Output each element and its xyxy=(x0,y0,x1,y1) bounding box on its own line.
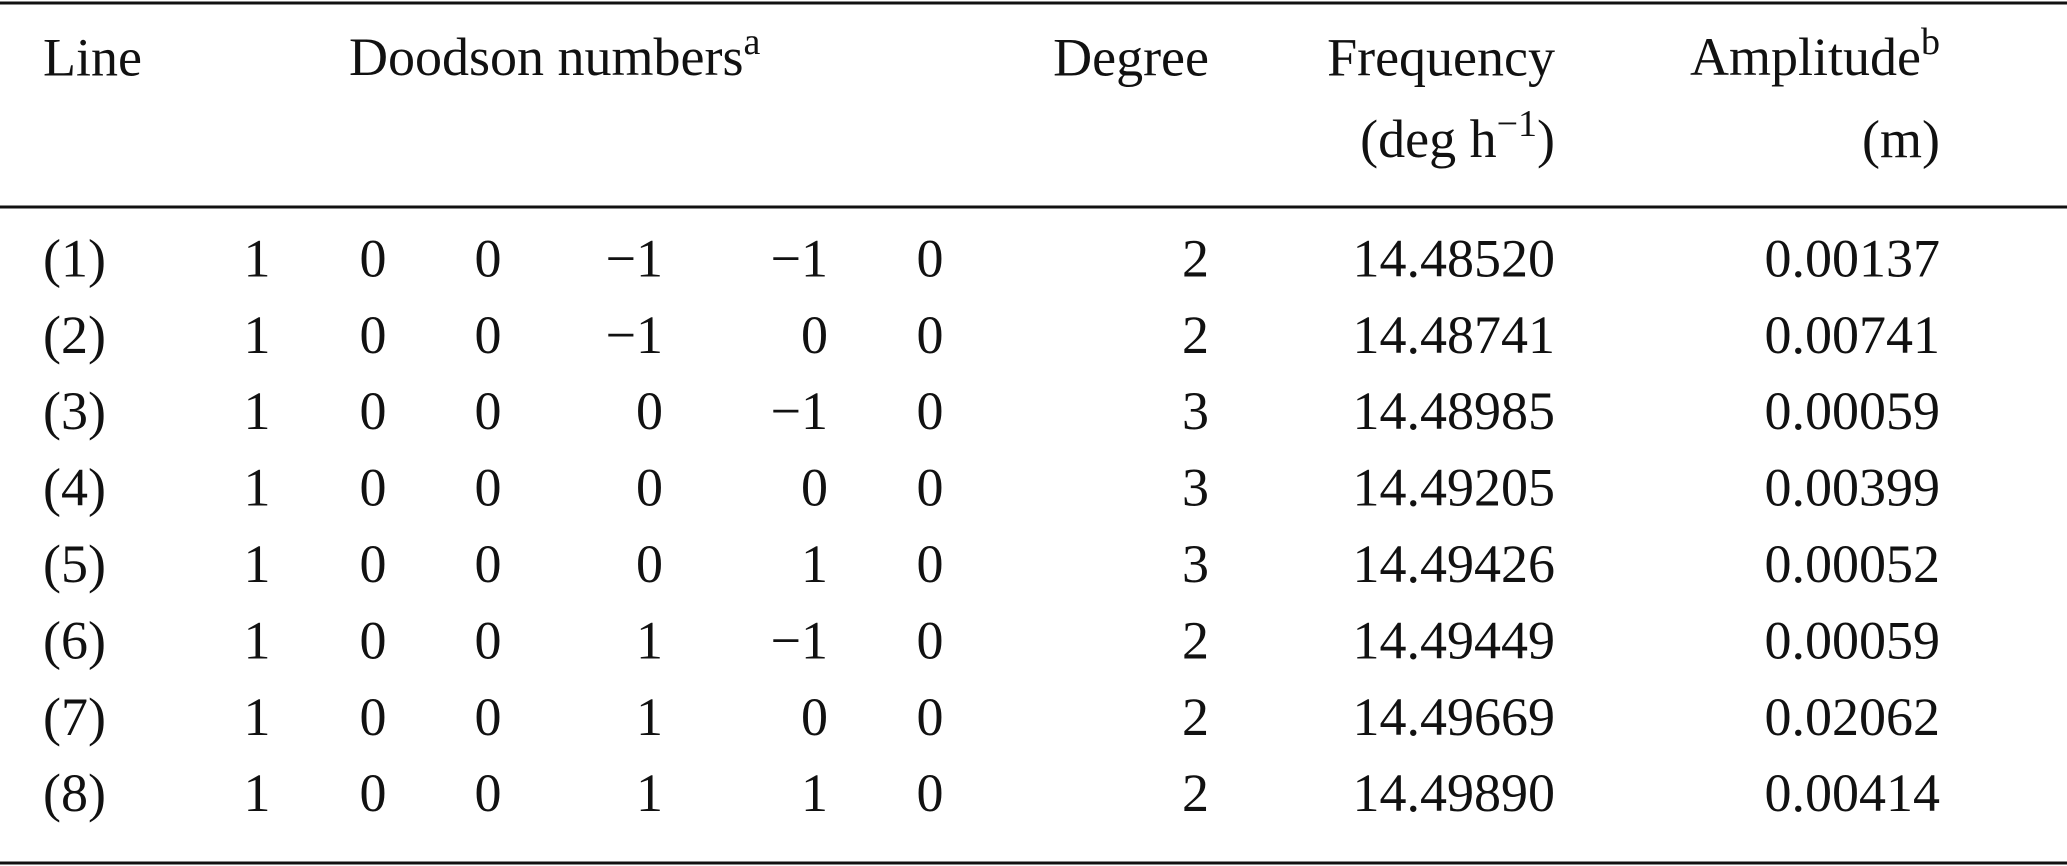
doodson-cell: −1 xyxy=(771,610,828,670)
doodson-cell: −1 xyxy=(771,381,828,441)
frequency-cell: 14.49669 xyxy=(1353,687,1556,747)
doodson-cell: 0 xyxy=(475,763,502,823)
amplitude-cell: 0.00052 xyxy=(1765,534,1941,594)
degree-cell: 2 xyxy=(1182,763,1209,823)
unit-part: (deg h xyxy=(1360,109,1496,169)
doodson-cell: 0 xyxy=(475,458,502,518)
amplitude-cell: 0.00137 xyxy=(1765,228,1941,288)
doodson-cell: 0 xyxy=(360,381,387,441)
doodson-cell: 0 xyxy=(917,305,944,365)
frequency-cell: 14.49426 xyxy=(1353,534,1556,594)
doodson-cell: 1 xyxy=(244,610,271,670)
doodson-cell: 0 xyxy=(475,381,502,441)
doodson-cell: 1 xyxy=(244,534,271,594)
line-cell: (1) xyxy=(43,228,106,288)
amplitude-cell: 0.00399 xyxy=(1765,458,1941,518)
footnote-mark: b xyxy=(1921,21,1940,63)
header-frequency-unit: (deg h−1) xyxy=(1360,103,1555,170)
doodson-cell: 0 xyxy=(360,534,387,594)
line-cell: (8) xyxy=(43,763,106,823)
doodson-cell: 0 xyxy=(917,687,944,747)
doodson-cell: 0 xyxy=(801,458,828,518)
header-degree: Degree xyxy=(1053,27,1209,87)
frequency-cell: 14.48520 xyxy=(1353,228,1556,288)
amplitude-cell: 0.00414 xyxy=(1765,763,1941,823)
frequency-cell: 14.49449 xyxy=(1353,610,1556,670)
doodson-cell: 0 xyxy=(360,763,387,823)
footnote-mark: a xyxy=(743,21,760,63)
doodson-cell: 1 xyxy=(244,458,271,518)
doodson-cell: 1 xyxy=(636,687,663,747)
doodson-cell: 0 xyxy=(917,228,944,288)
doodson-cell: 0 xyxy=(360,458,387,518)
header-doodson-text: Doodson numbers xyxy=(349,27,743,87)
frequency-cell: 14.49205 xyxy=(1353,458,1556,518)
doodson-cell: 0 xyxy=(475,305,502,365)
frequency-cell: 14.48985 xyxy=(1353,381,1556,441)
doodson-cell: 0 xyxy=(636,381,663,441)
doodson-cell: 0 xyxy=(917,458,944,518)
degree-cell: 3 xyxy=(1182,534,1209,594)
degree-cell: 2 xyxy=(1182,687,1209,747)
frequency-cell: 14.48741 xyxy=(1353,305,1556,365)
doodson-cell: 0 xyxy=(917,763,944,823)
doodson-cell: 0 xyxy=(360,305,387,365)
doodson-cell: 0 xyxy=(636,458,663,518)
doodson-cell: 0 xyxy=(917,610,944,670)
line-cell: (6) xyxy=(43,610,106,670)
doodson-cell: 0 xyxy=(636,534,663,594)
frequency-cell: 14.49890 xyxy=(1353,763,1556,823)
amplitude-cell: 0.02062 xyxy=(1765,687,1941,747)
doodson-cell: 1 xyxy=(244,228,271,288)
doodson-cell: 1 xyxy=(636,610,663,670)
line-cell: (5) xyxy=(43,534,106,594)
header-doodson: Doodson numbersa xyxy=(349,21,760,88)
degree-cell: 3 xyxy=(1182,381,1209,441)
doodson-cell: −1 xyxy=(606,305,663,365)
doodson-cell: 0 xyxy=(475,687,502,747)
amplitude-cell: 0.00741 xyxy=(1765,305,1941,365)
doodson-cell: 1 xyxy=(244,763,271,823)
doodson-cell: 0 xyxy=(801,305,828,365)
degree-cell: 2 xyxy=(1182,305,1209,365)
degree-cell: 2 xyxy=(1182,610,1209,670)
line-cell: (2) xyxy=(43,305,106,365)
doodson-cell: 0 xyxy=(475,228,502,288)
doodson-cell: 0 xyxy=(917,381,944,441)
doodson-cell: 1 xyxy=(244,381,271,441)
line-cell: (7) xyxy=(43,687,106,747)
header-frequency: Frequency xyxy=(1327,27,1555,87)
unit-exponent: −1 xyxy=(1497,103,1537,145)
doodson-cell: 1 xyxy=(801,534,828,594)
doodson-cell: 0 xyxy=(360,228,387,288)
amplitude-cell: 0.00059 xyxy=(1765,381,1941,441)
line-cell: (3) xyxy=(43,381,106,441)
header-line: Line xyxy=(43,27,142,87)
doodson-cell: 0 xyxy=(360,610,387,670)
doodson-cell: 0 xyxy=(475,534,502,594)
doodson-cell: 1 xyxy=(801,763,828,823)
doodson-cell: 0 xyxy=(360,687,387,747)
doodson-cell: 1 xyxy=(636,763,663,823)
line-cell: (4) xyxy=(43,458,106,518)
doodson-cell: 0 xyxy=(801,687,828,747)
degree-cell: 2 xyxy=(1182,228,1209,288)
unit-part: ) xyxy=(1537,109,1555,169)
doodson-cell: 0 xyxy=(475,610,502,670)
header-amplitude-text: Amplitude xyxy=(1690,27,1921,87)
header-amplitude: Amplitudeb xyxy=(1690,21,1940,88)
doodson-cell: 1 xyxy=(244,305,271,365)
doodson-cell: −1 xyxy=(606,228,663,288)
degree-cell: 3 xyxy=(1182,458,1209,518)
doodson-cell: 1 xyxy=(244,687,271,747)
amplitude-cell: 0.00059 xyxy=(1765,610,1941,670)
header-amplitude-unit: (m) xyxy=(1862,109,1940,169)
doodson-cell: 0 xyxy=(917,534,944,594)
doodson-cell: −1 xyxy=(771,228,828,288)
